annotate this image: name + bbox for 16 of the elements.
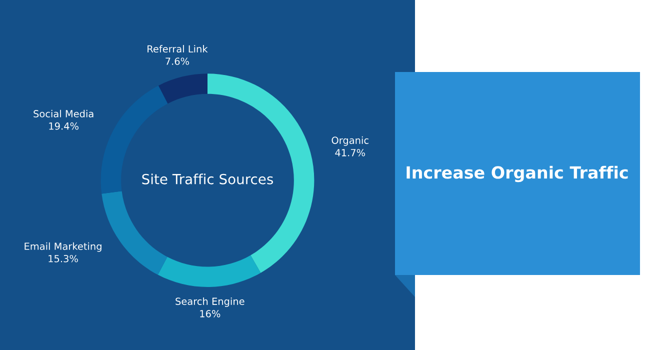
slice-label: Search Engine bbox=[176, 297, 244, 307]
text: Increase Organic Traffic bbox=[406, 166, 628, 182]
slice-label: Social Media bbox=[34, 110, 94, 118]
slice-label: Email Marketing bbox=[24, 242, 102, 252]
data-label: 41.7% bbox=[335, 148, 366, 156]
donut-slice bbox=[102, 191, 168, 275]
data-label: 15.3% bbox=[48, 254, 78, 262]
donut-slice bbox=[100, 86, 168, 194]
data-label: 19.4% bbox=[49, 122, 78, 130]
slice-label: Referral Link bbox=[148, 45, 208, 53]
slice-label: Organic bbox=[332, 136, 368, 146]
donut-slice bbox=[158, 74, 208, 104]
data-label: 7.6% bbox=[166, 58, 190, 65]
text: Site Traffic Sources bbox=[142, 174, 273, 184]
data-label: 16% bbox=[200, 310, 220, 318]
donut-slice bbox=[158, 255, 261, 288]
